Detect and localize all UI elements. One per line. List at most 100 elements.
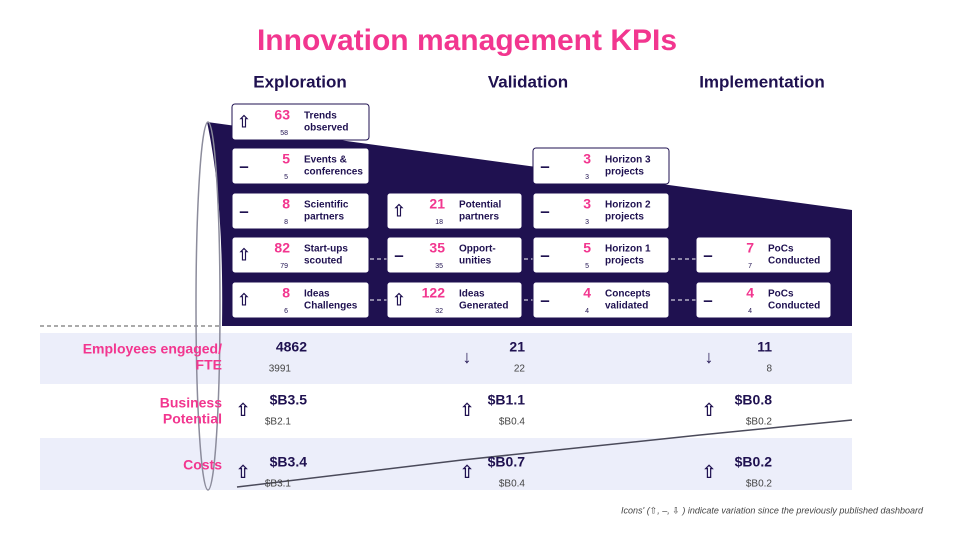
trend-line — [236, 419, 853, 488]
kpi-previous: 5 — [284, 174, 288, 181]
kpi-label: Concepts — [605, 289, 651, 300]
kpi-previous: 6 — [284, 308, 288, 315]
variation-icon: ⇧ — [237, 245, 251, 264]
column-header: Validation — [488, 72, 568, 91]
metric-value: $B1.1 — [488, 392, 526, 408]
metric-label: FTE — [196, 357, 222, 373]
metric-label: Business — [160, 395, 222, 411]
kpi-value: 5 — [282, 151, 290, 167]
kpi-label: Potential — [459, 200, 501, 211]
kpi-value: 4 — [746, 285, 754, 301]
kpi-previous: 35 — [435, 263, 443, 270]
kpi-label: partners — [304, 212, 344, 223]
variation-icon: – — [239, 201, 248, 220]
kpi-label: validated — [605, 301, 648, 312]
variation-icon: ⇧ — [459, 462, 474, 482]
variation-icon: – — [239, 156, 248, 175]
kpi-previous: 3 — [585, 219, 589, 226]
kpi-previous: 4 — [748, 308, 752, 315]
metric-value: $B0.8 — [735, 392, 773, 408]
kpi-label: observed — [304, 123, 348, 134]
kpi-value: 7 — [746, 240, 754, 256]
kpi-card — [231, 281, 370, 319]
kpi-label: Ideas — [459, 289, 485, 300]
kpi-card — [386, 192, 523, 230]
variation-icon: ⇧ — [237, 112, 251, 131]
metric-previous: 22 — [514, 364, 526, 375]
kpi-label: Conducted — [768, 301, 820, 312]
kpi-label: Events & — [304, 155, 347, 166]
title: Innovation management KPIs — [257, 24, 677, 57]
metric-previous: $B0.4 — [499, 479, 526, 490]
variation-icon: – — [540, 245, 549, 264]
metric-value: 11 — [757, 339, 772, 355]
variation-icon: ↓ — [463, 347, 472, 367]
kpi-value: 35 — [429, 240, 445, 256]
footnote: Icons' (⇧, –, ⇩ ) indicate variation sin… — [621, 505, 924, 515]
kpi-label: Challenges — [304, 301, 358, 312]
metric-previous: $B3.1 — [265, 479, 292, 490]
kpi-label: Horizon 2 — [605, 200, 651, 211]
kpi-card — [231, 192, 370, 230]
kpi-card — [231, 147, 370, 185]
kpi-value: 3 — [583, 151, 591, 167]
kpi-value: 21 — [429, 196, 445, 212]
variation-icon: ⇧ — [701, 462, 716, 482]
kpi-label: projects — [605, 212, 644, 223]
kpi-value: 122 — [422, 285, 446, 301]
column-header: Exploration — [253, 72, 347, 91]
variation-icon: – — [540, 201, 549, 220]
metric-label: Potential — [163, 411, 222, 427]
band — [40, 438, 852, 490]
kpi-label: unities — [459, 256, 492, 267]
kpi-previous: 18 — [435, 219, 443, 226]
kpi-card — [231, 103, 370, 141]
kpi-label: Horizon 3 — [605, 155, 651, 166]
metric-value: $B3.5 — [270, 392, 308, 408]
variation-icon: ⇧ — [459, 400, 474, 420]
metric-previous: $B0.2 — [746, 417, 773, 428]
metric-previous: 8 — [766, 364, 772, 375]
kpi-card — [532, 192, 670, 230]
kpi-label: conferences — [304, 167, 363, 178]
funnel-edge — [195, 121, 221, 491]
kpi-card — [386, 281, 523, 319]
kpi-value: 63 — [274, 107, 290, 123]
kpi-label: Horizon 1 — [605, 244, 651, 255]
variation-icon: ⇧ — [235, 462, 250, 482]
variation-icon: ⇧ — [235, 400, 250, 420]
variation-icon: ⇧ — [392, 201, 406, 220]
kpi-label: Trends — [304, 111, 337, 122]
kpi-previous: 4 — [585, 308, 589, 315]
kpi-label: projects — [605, 256, 644, 267]
kpi-label: projects — [605, 167, 644, 178]
metric-value: 4862 — [276, 339, 307, 355]
kpi-label: Generated — [459, 301, 508, 312]
variation-icon: ⇧ — [237, 290, 251, 309]
metric-previous: $B0.2 — [746, 479, 773, 490]
metric-label: Employees engaged/ — [83, 341, 222, 357]
column-header: Implementation — [699, 72, 825, 91]
kpi-card — [695, 236, 832, 274]
variation-icon: ⇧ — [701, 400, 716, 420]
kpi-card — [532, 147, 670, 185]
variation-icon: – — [703, 290, 712, 309]
kpi-card — [386, 236, 523, 274]
kpi-value: 82 — [274, 240, 290, 256]
kpi-label: scouted — [304, 256, 342, 267]
kpi-label: Opport- — [459, 244, 496, 255]
metric-previous: 3991 — [269, 364, 292, 375]
kpi-value: 5 — [583, 240, 591, 256]
kpi-value: 3 — [583, 196, 591, 212]
variation-icon: ⇧ — [392, 290, 406, 309]
metric-value: 21 — [509, 339, 525, 355]
metric-value: $B0.7 — [488, 454, 526, 470]
kpi-label: Scientific — [304, 200, 349, 211]
kpi-card — [532, 236, 670, 274]
metric-previous: $B2.1 — [265, 417, 292, 428]
metric-label: Costs — [183, 457, 222, 473]
kpi-label: Ideas — [304, 289, 330, 300]
kpi-label: partners — [459, 212, 499, 223]
kpi-card — [532, 281, 670, 319]
